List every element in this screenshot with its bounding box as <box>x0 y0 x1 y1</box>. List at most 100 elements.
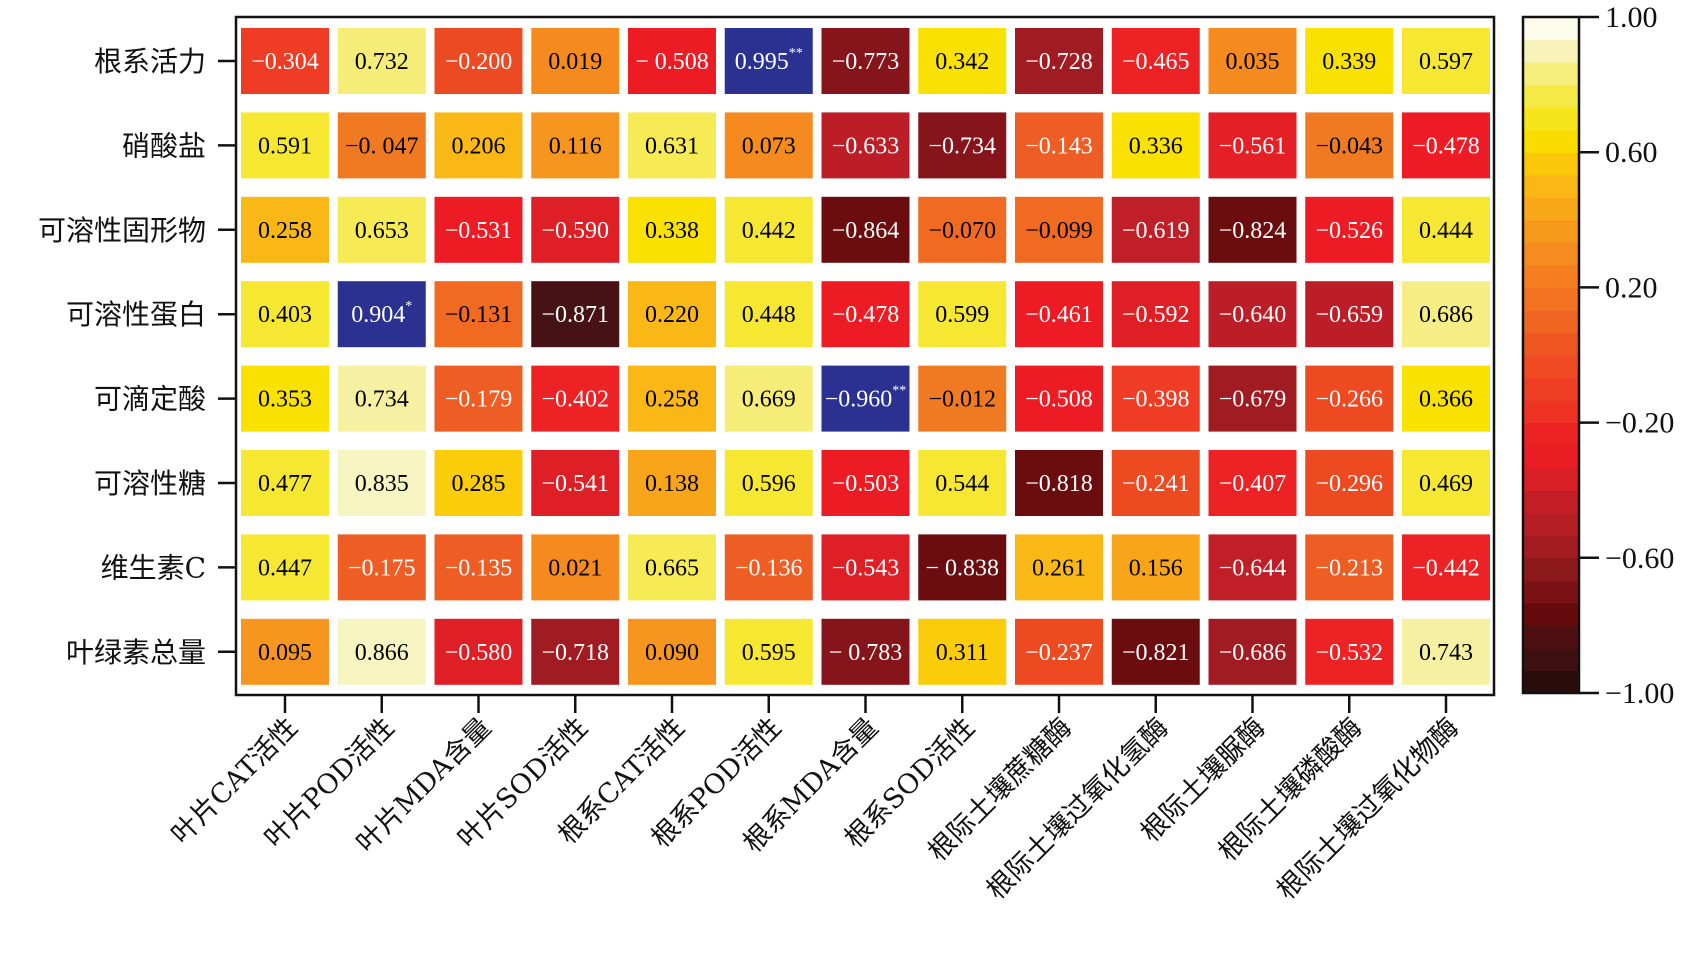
cell-value-label: −0.659 <box>1315 302 1383 328</box>
heatmap-cell: −0.237 <box>1015 618 1103 685</box>
cell-rect <box>337 28 426 94</box>
heatmap-cell: 0.469 <box>1402 450 1490 516</box>
heatmap-cell: −0.099 <box>1015 196 1103 263</box>
cell-value-label: −0.508 <box>1025 387 1093 413</box>
cell-rect <box>918 196 1007 263</box>
colorbar-band <box>1523 264 1579 288</box>
cell-value-label: 0.591 <box>258 133 312 159</box>
cell-value-label: 0.544 <box>935 471 989 497</box>
heatmap-cell: −0.526 <box>1305 196 1394 263</box>
cell-rect <box>337 281 426 348</box>
cell-rect <box>918 281 1007 348</box>
cell-value-label: −0.734 <box>928 133 996 159</box>
cell-rect <box>724 281 813 348</box>
cell-value-label: 0.597 <box>1419 49 1473 75</box>
cell-rect <box>1402 365 1490 432</box>
cell-rect <box>724 196 813 263</box>
heatmap-cell: 0.090 <box>628 618 716 685</box>
cell-rect <box>1402 534 1490 601</box>
cell-rect <box>821 618 910 685</box>
y-tick-label: 可溶性固形物 <box>38 214 206 247</box>
heatmap-cell: 0.403 <box>241 281 329 348</box>
y-tick-label: 可滴定酸 <box>94 383 206 416</box>
heatmap-cell: 0.595 <box>724 618 813 685</box>
cell-value-label: 0.073 <box>742 133 796 159</box>
cell-rect <box>531 365 620 432</box>
cell-rect <box>628 112 716 179</box>
cell-rect <box>1305 618 1394 685</box>
colorbar-tick-label: 0.60 <box>1605 136 1658 169</box>
cell-rect <box>241 28 329 94</box>
cell-rect <box>1111 534 1200 601</box>
cell-value-label: 0.595 <box>742 640 796 666</box>
heatmap-cell: 0.732 <box>337 28 426 94</box>
cell-value-label: −0.543 <box>832 555 900 581</box>
cell-value-label: −0.531 <box>445 218 513 244</box>
cell-value-label: −0.461 <box>1025 302 1093 328</box>
cell-value-label: −0.478 <box>1412 133 1480 159</box>
significance-mark: ** <box>892 384 906 399</box>
cell-rect <box>434 534 523 601</box>
cell-value-label: −0.640 <box>1219 302 1287 328</box>
cell-rect <box>628 281 716 348</box>
cell-rect <box>821 281 910 348</box>
heatmap-cell: − 0.508 <box>628 28 716 94</box>
cell-rect <box>628 365 716 432</box>
cell-value-label: 0.339 <box>1322 49 1376 75</box>
heatmap-cell: 0.311 <box>918 618 1007 685</box>
heatmap-cell: 0.019 <box>531 28 620 94</box>
cell-rect <box>241 281 329 348</box>
cell-rect <box>821 365 910 432</box>
cell-rect <box>1208 534 1297 601</box>
heatmap-cell: 0.866 <box>337 618 426 685</box>
cell-value-label: −0.136 <box>735 555 803 581</box>
heatmap-cell: 0.095 <box>241 618 329 685</box>
colorbar-band <box>1523 647 1579 672</box>
cell-rect <box>241 112 329 179</box>
cell-rect <box>241 534 329 601</box>
cell-value-label: −0.070 <box>928 218 996 244</box>
heatmap-cell: 0.342 <box>918 28 1007 94</box>
y-tick-label: 叶绿素总量 <box>66 636 206 669</box>
cell-value-label: 0.904* <box>351 299 412 328</box>
cell-value-label: 0.156 <box>1129 555 1183 581</box>
cell-value-label: 0.665 <box>645 555 699 581</box>
heatmap-cell: −0.531 <box>434 196 523 263</box>
heatmap-cell: −0.686 <box>1208 618 1297 685</box>
cell-value-label: −0.592 <box>1122 302 1190 328</box>
heatmap-cell: −0.478 <box>821 281 910 348</box>
cell-value-label: −0.590 <box>541 218 609 244</box>
cell-value-label: −0.099 <box>1025 218 1093 244</box>
heatmap-cell: 0.447 <box>241 534 329 601</box>
cell-value-label: −0.541 <box>541 471 609 497</box>
cell-value-label: 0.653 <box>355 218 409 244</box>
heatmap-cell: 0.021 <box>531 534 620 601</box>
colorbar-band <box>1523 467 1579 491</box>
colorbar-band <box>1523 107 1579 131</box>
heatmap-cell: −0.442 <box>1402 534 1490 601</box>
cell-value-label: −0.864 <box>832 218 900 244</box>
heatmap-cell: 0.285 <box>434 450 523 516</box>
heatmap-cell: 0.442 <box>724 196 813 263</box>
heatmap-cell: −0.402 <box>531 365 620 432</box>
heatmap-cell: −0.960** <box>821 365 910 432</box>
cell-rect <box>724 28 813 94</box>
cell-rect <box>531 534 620 601</box>
heatmap-cell: 0.599 <box>918 281 1007 348</box>
cell-rect <box>918 618 1007 685</box>
cell-value-label: 0.258 <box>645 387 699 413</box>
cell-value-label: 0.444 <box>1419 218 1473 244</box>
colorbar-band <box>1523 557 1579 581</box>
heatmap-cell: − 0.838 <box>918 534 1007 601</box>
heatmap-cell: 0.597 <box>1402 28 1490 94</box>
heatmap-cell: −0.580 <box>434 618 523 685</box>
cell-value-label: −0.686 <box>1219 640 1287 666</box>
x-tick-label: 根际土壤过氧化氢酶 <box>981 712 1175 906</box>
cell-value-label: −0.143 <box>1025 133 1093 159</box>
heatmap-cells: −0.304 0.732 −0.200 0.019 − 0.508 0.995** −0.7… <box>241 28 1490 685</box>
cell-rect <box>337 618 426 685</box>
cell-value-label: 0.021 <box>548 555 602 581</box>
cell-value-label: −0.478 <box>832 302 900 328</box>
cell-rect <box>1208 196 1297 263</box>
